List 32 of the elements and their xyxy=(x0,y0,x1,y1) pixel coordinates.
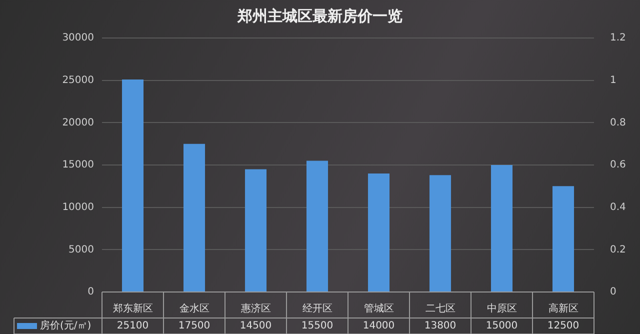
y2-tick-label: 0.4 xyxy=(610,202,626,213)
data-label: 14500 xyxy=(240,320,272,332)
x-tick-label: 二七区 xyxy=(425,302,456,315)
chart-title: 郑州主城区最新房价一览 xyxy=(236,6,402,25)
data-label: 12500 xyxy=(547,320,580,332)
y-tick-label: 5000 xyxy=(68,244,94,256)
x-tick-label: 高新区 xyxy=(548,302,578,315)
x-tick-label: 惠济区 xyxy=(240,302,271,315)
y-tick-label: 10000 xyxy=(62,202,94,213)
y-tick-label: 0 xyxy=(88,286,94,298)
y2-tick-label: 0.6 xyxy=(610,160,626,171)
y2-tick-label: 1.2 xyxy=(610,32,626,44)
data-label: 17500 xyxy=(178,320,210,332)
data-label: 14000 xyxy=(362,320,395,332)
y-tick-label: 15000 xyxy=(62,160,94,171)
x-tick-label: 经开区 xyxy=(302,302,332,315)
y2-tick-label: 0 xyxy=(610,286,616,298)
y2-tick-label: 0.8 xyxy=(610,117,626,128)
y2-tick-label: 0.2 xyxy=(610,244,626,256)
x-tick-label: 郑东新区 xyxy=(112,302,153,315)
legend-label: 房价(元/㎡) xyxy=(40,320,92,332)
x-tick-label: 中原区 xyxy=(486,302,517,315)
data-label: 15000 xyxy=(486,320,518,332)
y-tick-label: 20000 xyxy=(62,117,94,128)
y-tick-label: 30000 xyxy=(62,32,94,44)
data-label: 13800 xyxy=(424,320,456,332)
x-tick-label: 管城区 xyxy=(364,302,394,315)
data-label: 25100 xyxy=(116,320,149,332)
x-tick-label: 金水区 xyxy=(179,302,210,315)
y-tick-label: 25000 xyxy=(62,74,94,86)
y2-tick-label: 1 xyxy=(610,74,616,86)
data-label: 15500 xyxy=(301,320,334,332)
